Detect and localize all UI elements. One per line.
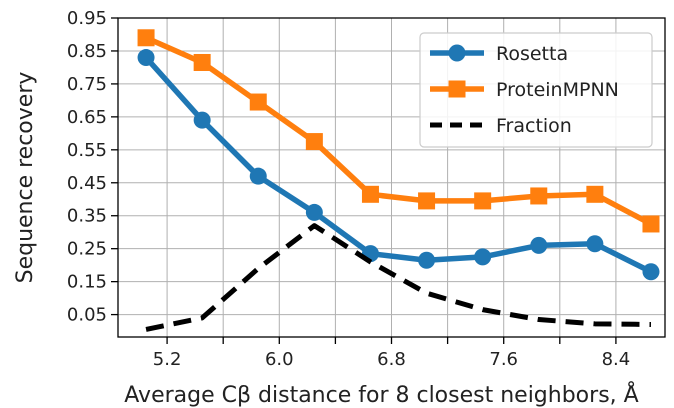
data-point-rosetta [474, 248, 492, 266]
legend-box [419, 32, 653, 148]
y-axis: 0.05 0.15 0.25 0.35 0.45 0.55 0.65 0.75 0.85 0.95 [67, 8, 118, 326]
series-layer [137, 29, 660, 332]
data-point-proteinmpnn [361, 185, 379, 203]
legend-marker [448, 80, 466, 98]
x-tick-label: 5.2 [153, 349, 182, 370]
data-point-proteinmpnn [530, 187, 548, 205]
series-line-fraction [145, 223, 652, 332]
data-point-proteinmpnn [586, 185, 604, 203]
y-tick-label: 0.05 [67, 305, 107, 326]
data-point-rosetta [642, 263, 660, 281]
x-tick-label: 6.8 [377, 349, 406, 370]
y-tick-label: 0.85 [67, 41, 107, 62]
series-line-rosetta [144, 55, 653, 275]
data-point-rosetta [137, 49, 155, 67]
data-point-proteinmpnn [137, 29, 155, 47]
y-tick-label: 0.75 [67, 74, 107, 95]
x-tick-label: 6.0 [265, 349, 294, 370]
y-tick-label: 0.15 [67, 272, 107, 293]
y-axis-label: Sequence recovery [13, 72, 38, 284]
x-tick-label: 7.6 [489, 349, 518, 370]
y-tick-label: 0.55 [67, 140, 107, 161]
data-point-proteinmpnn [642, 215, 660, 233]
legend: Rosetta ProteinMPNN Fraction [419, 32, 653, 148]
y-tick-label: 0.35 [67, 206, 107, 227]
data-point-rosetta [586, 235, 604, 253]
data-point-rosetta [305, 203, 323, 221]
data-point-rosetta [193, 111, 211, 129]
y-tick-label: 0.45 [67, 173, 107, 194]
data-point-proteinmpnn [305, 133, 323, 151]
x-axis: 5.2 6.0 6.8 7.6 8.4 [153, 337, 630, 370]
data-point-rosetta [530, 236, 548, 254]
legend-label: Rosetta [496, 43, 568, 65]
data-point-proteinmpnn [249, 93, 267, 111]
data-point-rosetta [249, 167, 267, 185]
y-tick-label: 0.65 [67, 107, 107, 128]
data-point-proteinmpnn [474, 192, 492, 210]
legend-marker [448, 44, 466, 62]
legend-label: ProteinMPNN [496, 79, 619, 101]
data-point-proteinmpnn [193, 53, 211, 71]
data-point-proteinmpnn [418, 192, 436, 210]
data-point-rosetta [418, 251, 436, 269]
y-tick-label: 0.95 [67, 8, 107, 29]
series-line-proteinmpnn [144, 35, 653, 227]
x-tick-label: 8.4 [602, 349, 631, 370]
x-axis-label: Average Cβ distance for 8 closest neighb… [124, 381, 638, 408]
y-tick-label: 0.25 [67, 239, 107, 260]
legend-label: Fraction [496, 115, 572, 137]
